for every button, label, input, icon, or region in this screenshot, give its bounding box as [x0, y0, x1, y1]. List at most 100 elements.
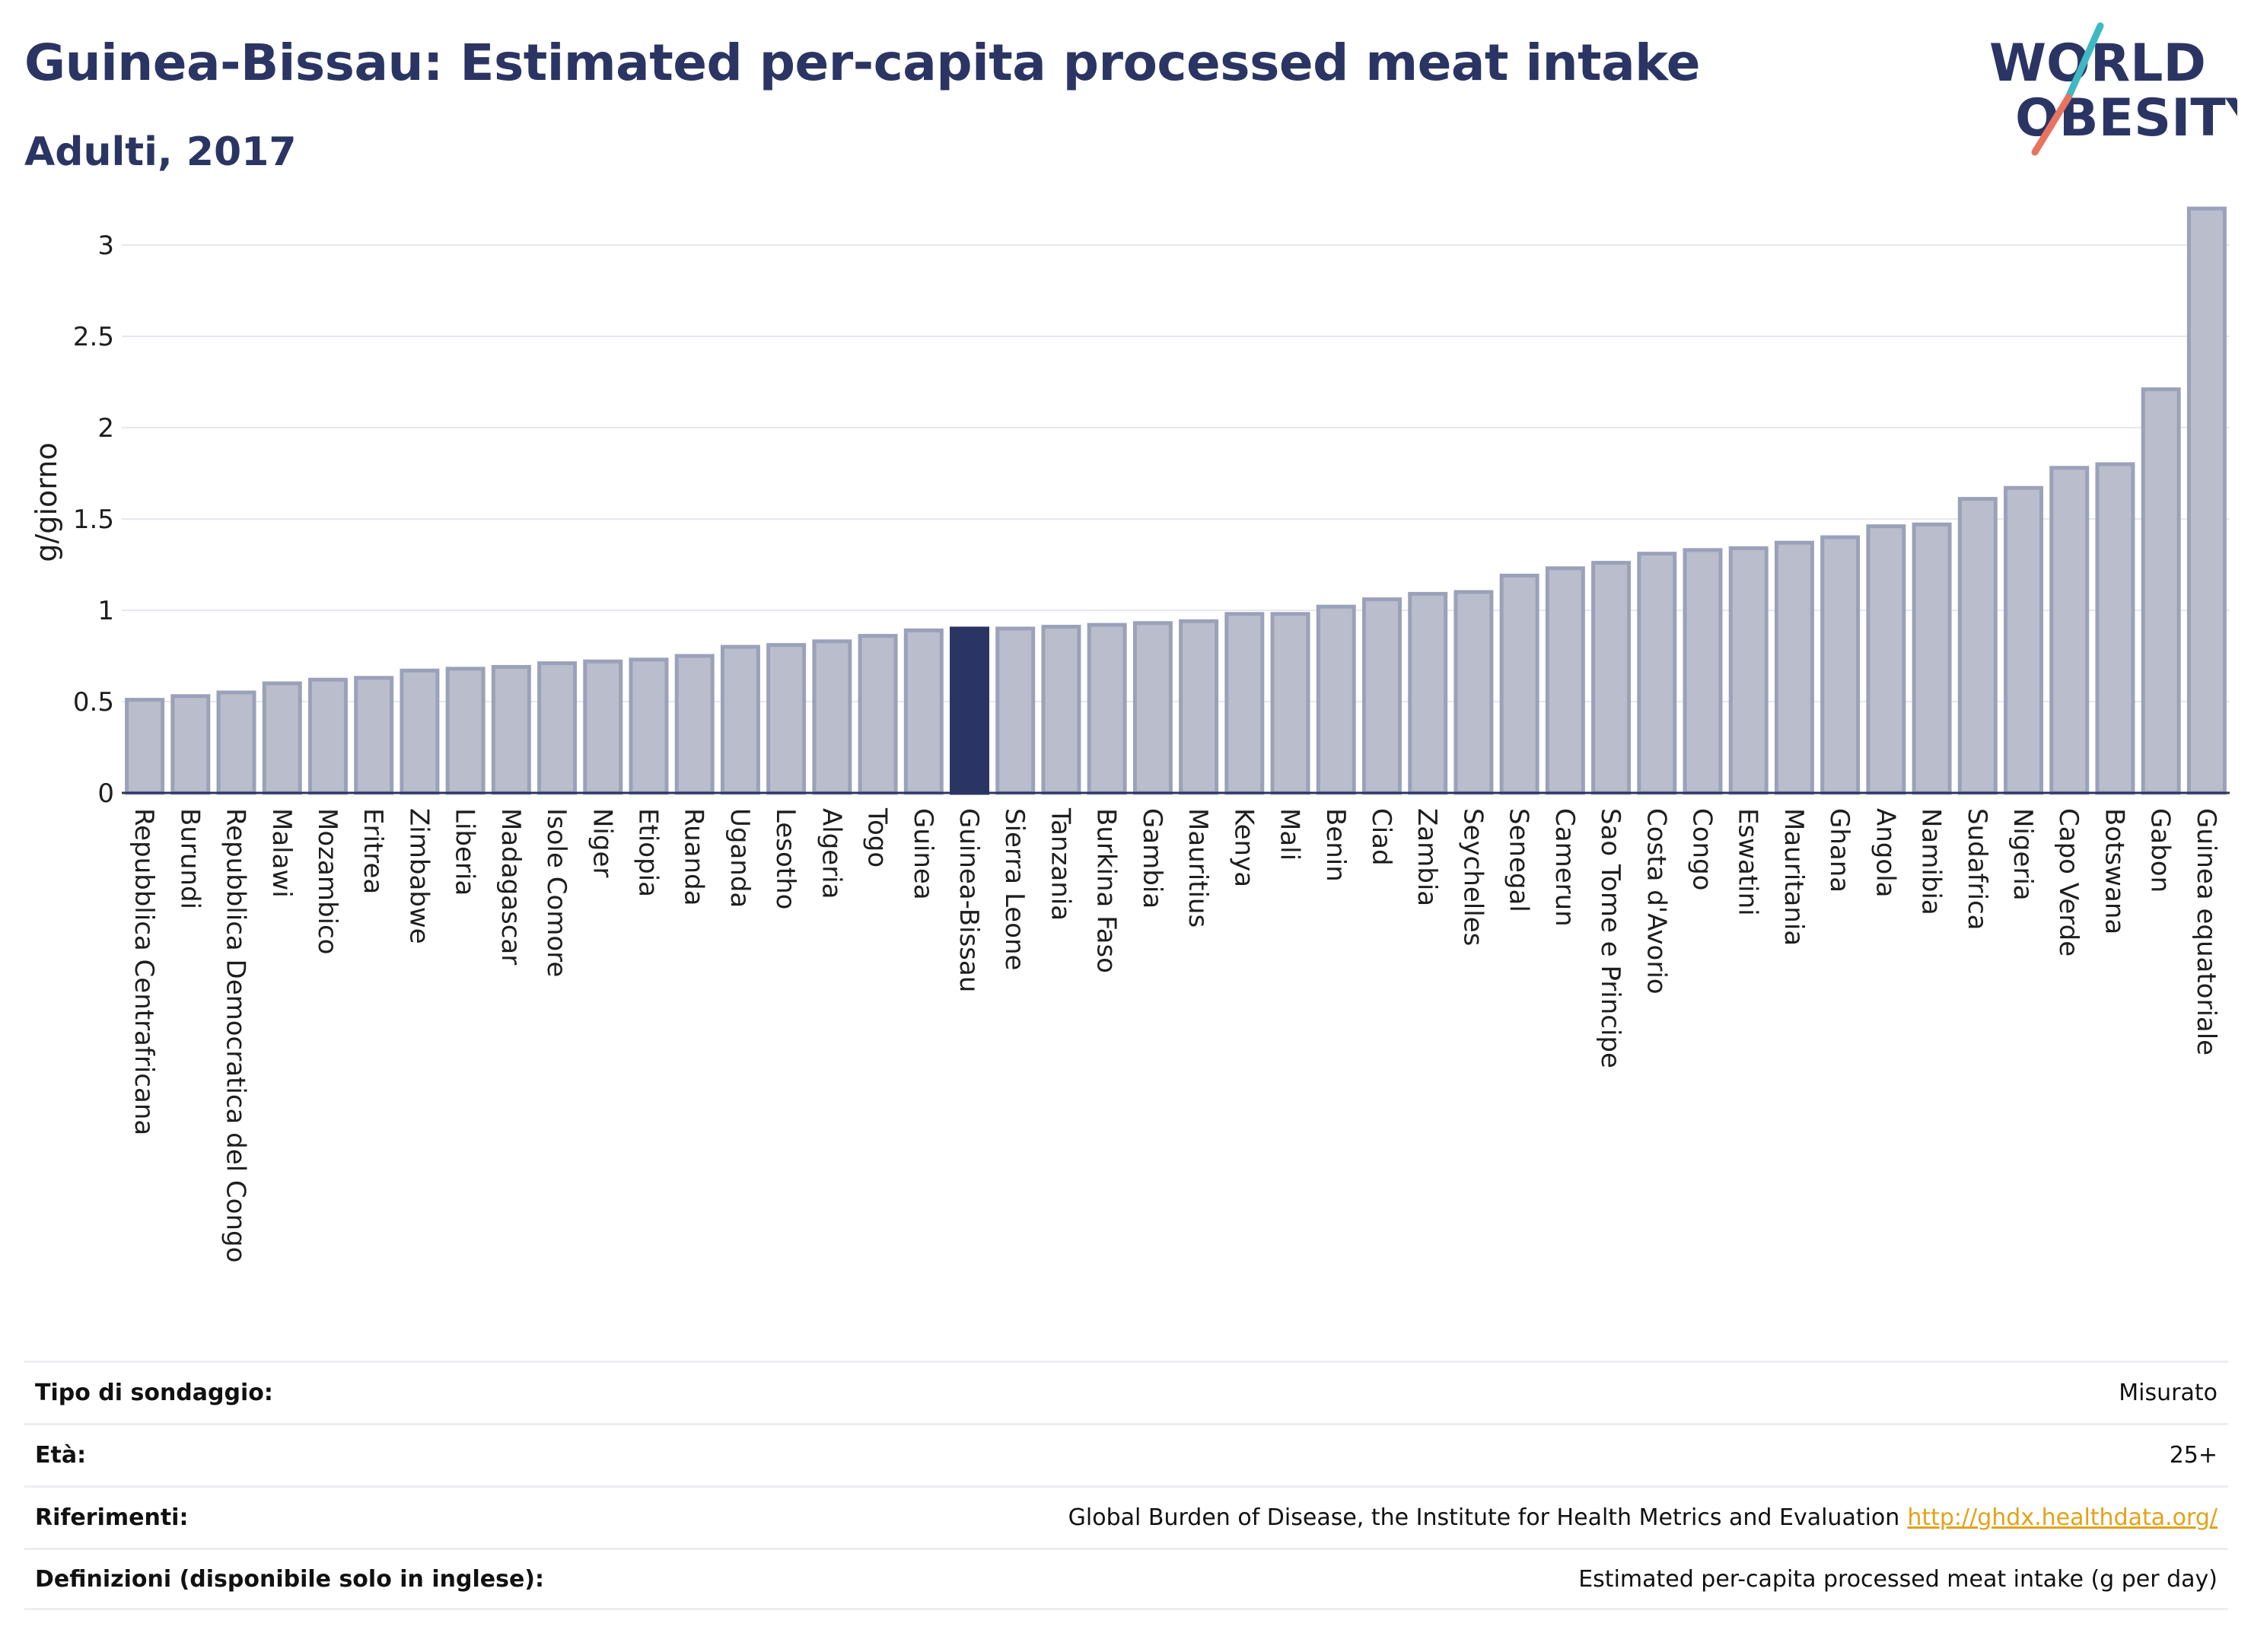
bar [858, 634, 898, 795]
x-tick-label: Burundi [174, 808, 205, 909]
bar [1866, 524, 1906, 795]
bar-highlighted [950, 626, 990, 795]
bar [1912, 522, 1952, 795]
x-tick-label: Nigeria [2007, 808, 2038, 901]
bar [629, 657, 669, 795]
x-tick-label: Gambia [1137, 808, 1167, 909]
x-tick-label: Angola [1870, 808, 1900, 897]
x-tick-label: Eswatini [1733, 808, 1763, 916]
info-row-survey-type: Tipo di sondaggio: Misurato [24, 1361, 2228, 1423]
x-tick-label: Benin [1320, 808, 1351, 882]
x-tick-label: Malawi [266, 808, 297, 898]
y-tick-label: 1 [97, 596, 114, 626]
x-tick-label: Lesotho [770, 808, 801, 909]
x-tick-label: Togo [862, 807, 893, 867]
x-tick-label: Sierra Leone [999, 808, 1030, 970]
x-tick-label: Etiopia [633, 808, 664, 897]
bar [491, 664, 531, 795]
bar [583, 659, 623, 795]
bar [995, 626, 1036, 795]
x-tick-label: Capo Verde [2053, 808, 2084, 957]
bar [1774, 540, 1814, 795]
x-tick-label: Guinea [908, 808, 938, 900]
bar [1637, 552, 1677, 795]
y-tick-label: 0.5 [73, 687, 114, 718]
bar [1591, 561, 1632, 795]
x-tick-label: Camerun [1549, 808, 1580, 927]
x-tick-label: Seychelles [1457, 808, 1488, 946]
x-tick-label: Liberia [450, 808, 480, 896]
y-axis-ticks: 0 0.5 1 1.5 2 2.5 3 [73, 231, 114, 809]
x-tick-label: Ciad [1366, 808, 1396, 866]
reference-link[interactable]: http://ghdx.healthdata.org/ [1907, 1504, 2218, 1531]
logo-slash-coral [2031, 94, 2072, 156]
bar [1957, 497, 1998, 795]
x-tick-label: Algeria [816, 808, 846, 899]
bar-chart: 0 0.5 1 1.5 2 2.5 3 Repubblica Centrafricana Bu… [30, 206, 2230, 1262]
info-key: Età: [35, 1442, 87, 1469]
bar [170, 694, 211, 795]
bar [1728, 546, 1769, 795]
logo-slash-teal [2065, 22, 2104, 101]
x-tick-label: Madagascar [495, 808, 526, 965]
x-tick-label: Zambia [1412, 808, 1442, 906]
bar [1270, 612, 1310, 795]
logo-word-1: WORLD [1989, 33, 2206, 94]
x-tick-label: Mozambico [312, 808, 342, 954]
info-row-age: Età: 25+ [24, 1423, 2228, 1485]
x-tick-label: Senegal [1504, 808, 1534, 912]
bar [2186, 206, 2227, 795]
info-row-references: Riferimenti: Global Burden of Disease, t… [24, 1485, 2228, 1548]
x-axis-labels: Repubblica Centrafricana Burundi Repubblic… [129, 807, 2221, 1262]
chart-subtitle: Adulti, 2017 [24, 129, 297, 175]
bar [1041, 625, 1081, 795]
bar [400, 668, 440, 795]
x-tick-label: Niger [587, 808, 617, 877]
x-tick-label: Ruanda [679, 808, 709, 906]
bar [766, 643, 807, 795]
x-tick-label: Ghana [1824, 808, 1855, 893]
bar [1545, 566, 1585, 795]
y-tick-label: 2 [97, 413, 114, 444]
bar [1179, 619, 1219, 795]
bar [1316, 604, 1356, 795]
y-tick-label: 1.5 [73, 505, 114, 535]
y-tick-label: 0 [97, 778, 114, 809]
info-key: Definizioni (disponibile solo in inglese… [35, 1565, 544, 1593]
bar [445, 667, 486, 795]
x-tick-label: Guinea-Bissau [954, 808, 984, 992]
bar [1224, 612, 1265, 795]
bar [307, 677, 348, 795]
y-tick-label: 2.5 [73, 322, 114, 352]
info-value: Global Burden of Disease, the Institute … [1068, 1504, 1900, 1531]
bar [2095, 462, 2135, 795]
bars [125, 206, 2227, 795]
bar [262, 681, 302, 795]
x-tick-label: Guinea equatoriale [2191, 808, 2221, 1055]
chart-title: Guinea-Bissau: Estimated per-capita proc… [24, 33, 1701, 92]
x-tick-label: Repubblica Centrafricana [129, 808, 159, 1135]
info-table: Tipo di sondaggio: Misurato Età: 25+ Rif… [24, 1361, 2228, 1610]
y-axis-title: g/giorno [30, 442, 63, 562]
bar [812, 639, 852, 795]
bar [1820, 535, 1861, 795]
info-key: Tipo di sondaggio: [35, 1380, 273, 1406]
x-tick-label: Isole Comore [541, 808, 572, 977]
x-tick-label: Burkina Faso [1091, 808, 1122, 973]
bar [2141, 387, 2181, 795]
x-tick-label: Eritrea [358, 808, 388, 894]
x-tick-label: Costa d'Avorio [1641, 808, 1671, 995]
x-tick-label: Sudafrica [1962, 808, 1992, 930]
bar [903, 628, 944, 795]
info-value: Misurato [2119, 1380, 2218, 1406]
bar [1499, 573, 1539, 795]
bar [537, 661, 578, 795]
bar [674, 654, 715, 795]
x-tick-label: Repubblica Democratica del Congo [221, 808, 251, 1262]
world-obesity-logo: WORLD OBESITY [1989, 22, 2237, 156]
bar [1453, 590, 1494, 795]
info-value: 25+ [2169, 1442, 2218, 1469]
x-tick-label: Mauritius [1183, 808, 1213, 928]
bar [2004, 485, 2044, 795]
x-tick-label: Gabon [2145, 808, 2176, 893]
